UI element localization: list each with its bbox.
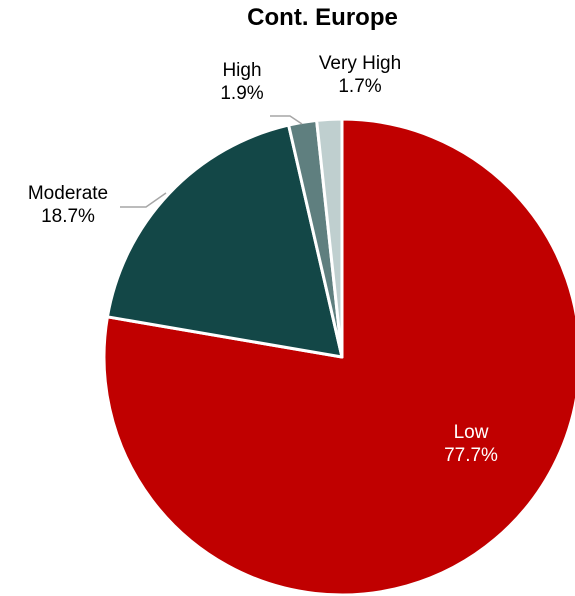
slice-label-low: Low 77.7% [444, 422, 498, 466]
pie-slice-very-high [315, 117, 344, 359]
slice-category-very-high: Very High [319, 53, 401, 74]
slice-category-low: Low [454, 422, 489, 443]
slice-value-high: 1.9% [220, 83, 263, 104]
slice-value-moderate: 18.7% [41, 206, 95, 227]
slice-category-high: High [222, 60, 261, 81]
pie-slices [102, 117, 575, 596]
chart-title: Cont. Europe [247, 4, 398, 31]
leader-line-moderate [120, 192, 167, 208]
slice-category-moderate: Moderate [28, 183, 108, 204]
pie-slice-moderate [105, 123, 344, 359]
slice-value-low: 77.7% [444, 445, 498, 466]
slice-label-high: High 1.9% [220, 60, 263, 104]
slice-label-moderate: Moderate 18.7% [28, 183, 108, 227]
leader-line-high [270, 115, 303, 125]
slice-value-very-high: 1.7% [338, 76, 381, 97]
slice-label-very-high: Very High 1.7% [319, 53, 401, 97]
